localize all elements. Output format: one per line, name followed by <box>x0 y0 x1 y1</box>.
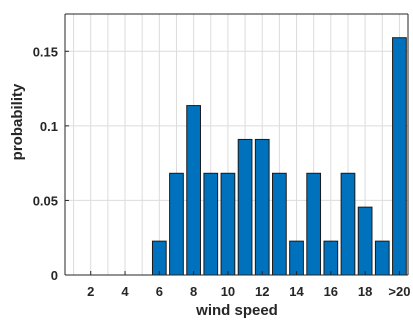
bar-6 <box>151 240 167 276</box>
x-axis-label: wind speed <box>195 302 278 319</box>
y-tick-label: 0.1 <box>40 119 58 134</box>
bars <box>151 37 407 276</box>
x-tick-label: 14 <box>289 284 304 299</box>
bar-15 <box>306 172 322 276</box>
bar-gt20 <box>392 37 407 276</box>
bar-7 <box>169 172 184 276</box>
x-tick-label: >20 <box>388 284 410 299</box>
x-tick-label: 18 <box>358 284 372 299</box>
x-tick-label: 8 <box>190 284 197 299</box>
y-tick-label: 0 <box>51 268 58 283</box>
x-tick-label: 16 <box>324 284 338 299</box>
y-axis-label: probability <box>9 83 26 160</box>
bar-11 <box>237 138 253 276</box>
bar-19 <box>374 240 390 276</box>
x-tick-label: 12 <box>255 284 269 299</box>
y-tick-label: 0.05 <box>33 193 58 208</box>
x-tick-label: 2 <box>87 284 94 299</box>
bar-16 <box>323 240 339 276</box>
y-tick-label: 0.15 <box>33 44 58 59</box>
bar-10 <box>220 172 236 276</box>
bar-12 <box>254 138 270 276</box>
bar-9 <box>203 172 219 276</box>
ticks: 2 4 6 8 10 12 14 16 18 >20 0 0.05 0.1 0.15 <box>33 44 411 299</box>
bar-14 <box>289 240 304 276</box>
x-tick-label: 4 <box>121 284 129 299</box>
x-tick-label: 6 <box>156 284 163 299</box>
axes <box>64 13 409 276</box>
x-tick-label: 10 <box>221 284 235 299</box>
bar-17 <box>340 172 356 276</box>
grid <box>65 14 408 275</box>
bar-18 <box>357 206 373 276</box>
bar-13 <box>272 172 287 276</box>
bar-8 <box>186 105 201 276</box>
